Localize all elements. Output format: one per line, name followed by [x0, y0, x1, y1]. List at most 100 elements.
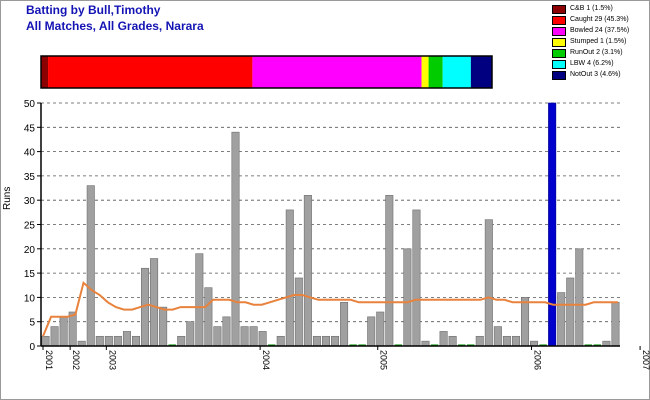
dismissal-bar-outline — [40, 55, 493, 89]
legend: C&B 1 (1.5%) Caught 29 (45.3%) Bowled 24… — [552, 4, 648, 81]
innings-bar — [448, 335, 457, 347]
legend-swatch — [552, 27, 566, 36]
legend-swatch — [552, 38, 566, 47]
legend-swatch — [552, 60, 566, 69]
innings-bar — [222, 316, 231, 347]
dismissal-segment — [421, 56, 429, 88]
dismissal-segment — [252, 56, 422, 88]
legend-label: RunOut 2 (3.1%) — [570, 49, 623, 56]
innings-bar — [321, 335, 330, 347]
dismissal-segment — [428, 56, 443, 88]
legend-swatch — [552, 71, 566, 80]
innings-bar — [95, 335, 104, 347]
legend-item: Caught 29 (45.3%) — [552, 15, 648, 26]
innings-bar — [557, 292, 566, 347]
running-average-line — [42, 280, 618, 337]
x-year-label: 2007 — [641, 350, 650, 370]
y-tick-label: 45 — [24, 123, 36, 134]
innings-bar — [303, 195, 312, 347]
y-tick-label: 20 — [24, 245, 36, 256]
innings-bar — [150, 258, 159, 347]
y-tick-label: 15 — [24, 269, 36, 280]
y-tick-label: 30 — [24, 196, 36, 207]
x-year-label: 2001 — [44, 350, 54, 370]
dismissal-segment — [48, 56, 253, 88]
innings-bar — [240, 326, 249, 347]
innings-bar — [276, 335, 285, 347]
innings-bar — [59, 316, 68, 347]
innings-bar — [548, 102, 557, 347]
innings-bar — [258, 331, 267, 347]
innings-bar — [412, 209, 421, 347]
innings-bar — [249, 326, 258, 347]
innings-bar — [195, 253, 204, 347]
x-year-label: 2004 — [261, 350, 271, 370]
innings-bar — [41, 335, 50, 347]
legend-item: NotOut 3 (4.6%) — [552, 70, 648, 81]
x-year-label: 2005 — [379, 350, 389, 370]
legend-label: Bowled 24 (37.5%) — [570, 27, 630, 34]
innings-bar — [502, 335, 511, 347]
innings-bar — [439, 331, 448, 347]
innings-bar — [312, 335, 321, 347]
innings-bar — [294, 277, 303, 347]
dismissal-segment — [41, 56, 49, 88]
innings-bar — [204, 287, 213, 347]
innings-bar — [213, 326, 222, 347]
x-year-label: 2006 — [533, 350, 543, 370]
innings-bar — [566, 277, 575, 347]
legend-label: Stumped 1 (1.5%) — [570, 38, 627, 45]
legend-swatch — [552, 49, 566, 58]
innings-bar — [611, 301, 620, 347]
innings-bar — [159, 306, 168, 347]
legend-label: Caught 29 (45.3%) — [570, 16, 629, 23]
x-year-label: 2003 — [107, 350, 117, 370]
innings-bar — [231, 131, 240, 347]
innings-bar — [68, 311, 77, 347]
innings-bar — [520, 297, 530, 347]
innings-bar — [367, 316, 376, 347]
dismissal-segment — [470, 56, 492, 88]
innings-bar — [122, 331, 131, 347]
legend-item: Bowled 24 (37.5%) — [552, 26, 648, 37]
innings-bar — [177, 335, 186, 347]
innings-bar — [511, 335, 520, 347]
innings-bar — [104, 335, 113, 347]
innings-bar — [475, 335, 484, 347]
y-tick-label: 5 — [29, 318, 35, 329]
innings-bar — [376, 311, 385, 347]
y-tick-label: 50 — [24, 99, 36, 110]
dismissal-segment — [442, 56, 471, 88]
innings-bar — [403, 248, 412, 347]
legend-item: C&B 1 (1.5%) — [552, 4, 648, 15]
innings-bar — [493, 326, 502, 347]
innings-bar — [285, 209, 294, 347]
innings-bar — [50, 326, 59, 347]
innings-bar — [86, 185, 95, 347]
legend-label: C&B 1 (1.5%) — [570, 5, 613, 12]
innings-bar — [340, 301, 349, 347]
y-axis-label: Runs — [2, 186, 13, 210]
innings-bar — [575, 248, 584, 347]
y-tick-label: 0 — [29, 342, 35, 353]
y-tick-label: 10 — [24, 293, 36, 304]
legend-label: LBW 4 (6.2%) — [570, 60, 614, 67]
innings-bar — [113, 335, 122, 347]
innings-bar — [385, 195, 394, 347]
innings-bar — [484, 219, 493, 347]
legend-item: Stumped 1 (1.5%) — [552, 37, 648, 48]
y-tick-label: 40 — [24, 148, 36, 159]
innings-bar — [131, 335, 141, 347]
x-year-label: 2002 — [71, 350, 81, 370]
chart-subtitle: All Matches, All Grades, Narara — [26, 19, 204, 33]
legend-swatch — [552, 16, 566, 25]
legend-item: LBW 4 (6.2%) — [552, 59, 648, 70]
legend-swatch — [552, 5, 566, 14]
legend-label: NotOut 3 (4.6%) — [570, 71, 621, 78]
innings-bar — [331, 335, 340, 347]
innings-bar — [186, 321, 195, 347]
y-tick-label: 25 — [24, 221, 36, 232]
y-tick-label: 35 — [24, 172, 36, 183]
chart-title: Batting by Bull,Timothy — [26, 3, 161, 17]
